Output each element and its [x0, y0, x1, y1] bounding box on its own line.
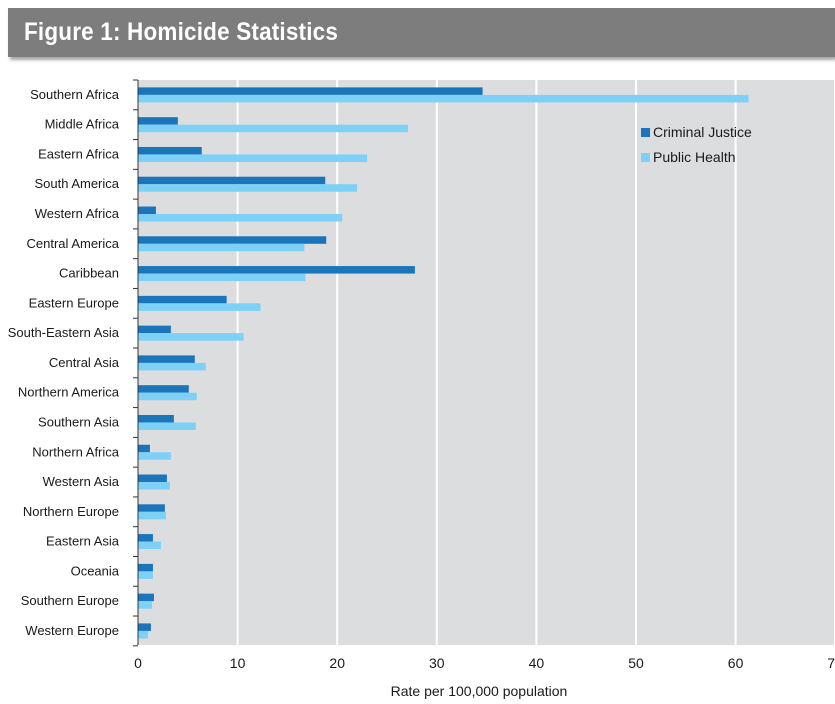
- category-label: Central America: [27, 236, 120, 251]
- category-label: Southern Africa: [30, 87, 120, 102]
- figure-title: Figure 1: Homicide Statistics: [24, 18, 339, 46]
- bar-public-health: [138, 422, 196, 430]
- category-label: Northern America: [18, 385, 120, 400]
- category-label: Western Africa: [35, 206, 120, 221]
- legend-label: Public Health: [653, 149, 736, 165]
- bar-criminal-justice: [138, 355, 195, 363]
- category-label: Eastern Europe: [29, 295, 119, 310]
- bar-public-health: [138, 243, 305, 252]
- category-label: Middle Africa: [45, 117, 120, 132]
- x-tick-label: 20: [329, 655, 345, 671]
- bar-criminal-justice: [138, 176, 326, 185]
- bar-criminal-justice: [138, 266, 415, 274]
- bar-public-health: [138, 362, 206, 371]
- x-tick-label: 30: [429, 655, 445, 671]
- x-tick-label: 70: [827, 655, 835, 671]
- bar-criminal-justice: [138, 474, 167, 483]
- bar-public-health: [138, 392, 197, 401]
- bar-public-health: [138, 511, 166, 520]
- bar-criminal-justice: [138, 325, 171, 334]
- x-axis-label: Rate per 100,000 population: [391, 683, 568, 699]
- category-label: Eastern Asia: [46, 534, 120, 549]
- bar-criminal-justice: [138, 623, 151, 631]
- bar-public-health: [138, 541, 161, 550]
- x-tick-label: 10: [230, 655, 246, 671]
- bar-criminal-justice: [138, 414, 174, 423]
- category-label: Southern Europe: [21, 593, 119, 608]
- plot-area: [138, 80, 834, 645]
- bar-criminal-justice: [138, 534, 153, 542]
- bar-criminal-justice: [138, 295, 227, 304]
- x-tick-label: 60: [728, 655, 744, 671]
- bar-criminal-justice: [138, 146, 202, 155]
- x-tick-label: 0: [134, 655, 142, 671]
- category-label: Caribbean: [59, 266, 119, 281]
- bar-public-health: [138, 333, 244, 341]
- category-label: Western Asia: [43, 474, 120, 489]
- legend-swatch: [641, 128, 650, 137]
- bar-public-health: [138, 452, 171, 460]
- legend-swatch: [641, 153, 650, 162]
- bar-public-health: [138, 273, 306, 282]
- bar-criminal-justice: [138, 117, 178, 125]
- bar-public-health: [138, 154, 368, 162]
- bar-public-health: [138, 214, 343, 222]
- category-label: Northern Africa: [32, 444, 119, 459]
- bar-criminal-justice: [138, 206, 156, 215]
- bar-public-health: [138, 184, 358, 192]
- bar-public-health: [138, 630, 148, 639]
- bar-criminal-justice: [138, 563, 153, 572]
- category-label: South America: [34, 176, 119, 191]
- bar-public-health: [138, 482, 170, 490]
- category-label: Northern Europe: [23, 504, 119, 519]
- category-label: Western Europe: [25, 623, 119, 638]
- bar-public-health: [138, 601, 152, 609]
- bar-public-health: [138, 124, 408, 133]
- bar-criminal-justice: [138, 444, 150, 453]
- bar-criminal-justice: [138, 593, 154, 602]
- x-tick-label: 40: [529, 655, 545, 671]
- bar-public-health: [138, 303, 261, 311]
- x-tick-label: 50: [628, 655, 644, 671]
- bar-public-health: [138, 571, 153, 579]
- bar-public-health: [138, 94, 749, 103]
- category-label: Eastern Africa: [38, 146, 120, 161]
- bar-criminal-justice: [138, 385, 189, 393]
- category-label: South-Eastern Asia: [8, 325, 120, 340]
- category-label: Southern Asia: [38, 414, 120, 429]
- category-label: Oceania: [71, 563, 120, 578]
- bar-criminal-justice: [138, 87, 483, 95]
- legend-label: Criminal Justice: [653, 124, 752, 140]
- bar-criminal-justice: [138, 504, 165, 512]
- bar-criminal-justice: [138, 236, 327, 244]
- figure-title-banner: Figure 1: Homicide Statistics: [8, 8, 835, 57]
- category-label: Central Asia: [49, 355, 120, 370]
